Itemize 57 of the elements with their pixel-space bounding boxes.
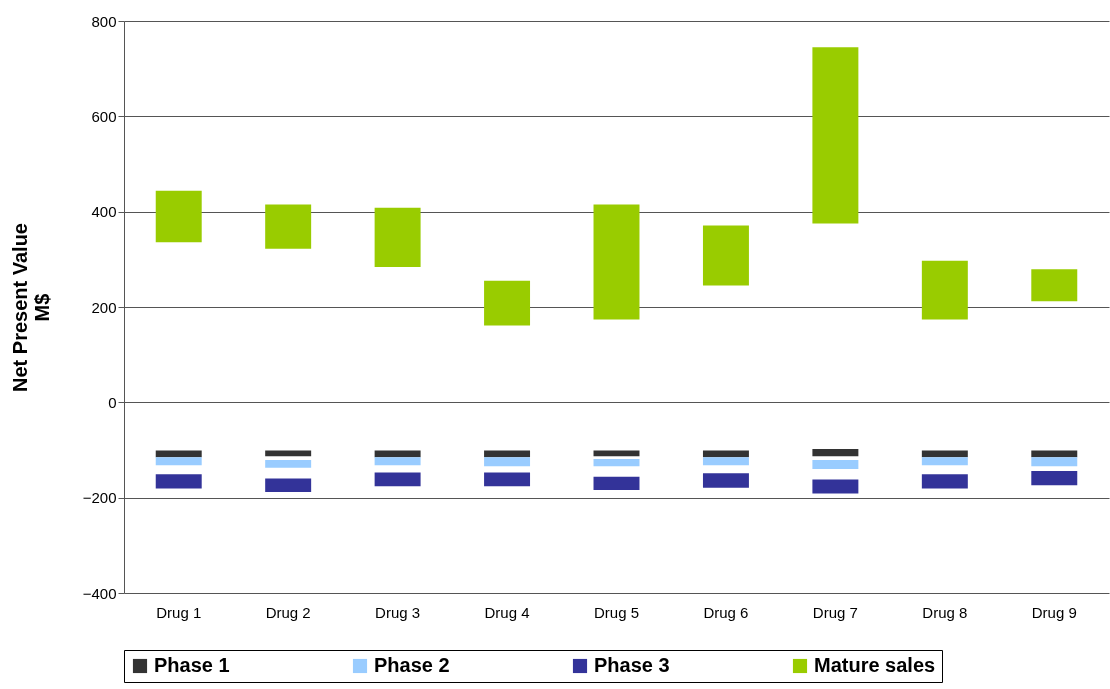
bar: [702, 457, 749, 466]
bar: [1031, 269, 1078, 302]
y-tick-label: −200: [82, 489, 117, 507]
bar: [374, 472, 421, 487]
legend-label: Mature sales: [814, 654, 936, 676]
y-tick-label: 0: [108, 393, 117, 411]
bar: [702, 450, 749, 458]
bar: [921, 457, 968, 466]
bar: [484, 457, 531, 467]
bar: [265, 460, 312, 468]
x-tick-label: Drug 3: [375, 603, 421, 621]
bar: [484, 280, 531, 326]
bar: [155, 457, 202, 466]
bar: [265, 450, 312, 457]
x-tick-label: Drug 4: [484, 603, 530, 621]
x-tick-label: Drug 9: [1031, 603, 1077, 621]
x-tick-label: Drug 2: [265, 603, 311, 621]
bar: [593, 476, 640, 491]
legend-label: Phase 2: [374, 654, 450, 676]
bar: [1031, 470, 1078, 486]
y-tick-label: 200: [91, 298, 117, 316]
bar: [702, 225, 749, 286]
bar: [593, 204, 640, 320]
bar: [593, 459, 640, 467]
x-tick-label: Drug 8: [922, 603, 968, 621]
y-tick-label: −400: [82, 584, 117, 602]
bar: [484, 472, 531, 487]
bar: [812, 449, 859, 457]
bar: [921, 474, 968, 489]
bar: [593, 450, 640, 457]
x-tick-label: Drug 5: [593, 603, 640, 621]
legend-label: Phase 3: [594, 654, 670, 676]
legend-label: Phase 1: [154, 654, 230, 676]
y-tick-label: 400: [91, 203, 117, 221]
x-tick-label: Drug 1: [156, 603, 202, 621]
bar: [702, 473, 749, 488]
bar: [921, 260, 968, 320]
bar: [921, 450, 968, 458]
bar: [374, 450, 421, 458]
y-tick-label: 600: [91, 107, 117, 125]
bar: [155, 190, 202, 243]
bar: [812, 47, 859, 224]
bar: [1031, 457, 1078, 467]
bar: [265, 204, 312, 249]
bar: [374, 207, 421, 267]
x-tick-label: Drug 6: [703, 603, 749, 621]
y-axis-title: Net Present Value M$: [8, 223, 53, 392]
bar: [374, 457, 421, 466]
bar: [155, 450, 202, 458]
y-tick-label: 800: [91, 12, 117, 30]
bar: [265, 478, 312, 492]
bar: [1031, 450, 1078, 458]
bar: [812, 460, 859, 470]
x-tick-label: Drug 7: [812, 603, 858, 621]
bar: [484, 450, 531, 458]
bar: [812, 479, 859, 494]
bar: [155, 474, 202, 489]
